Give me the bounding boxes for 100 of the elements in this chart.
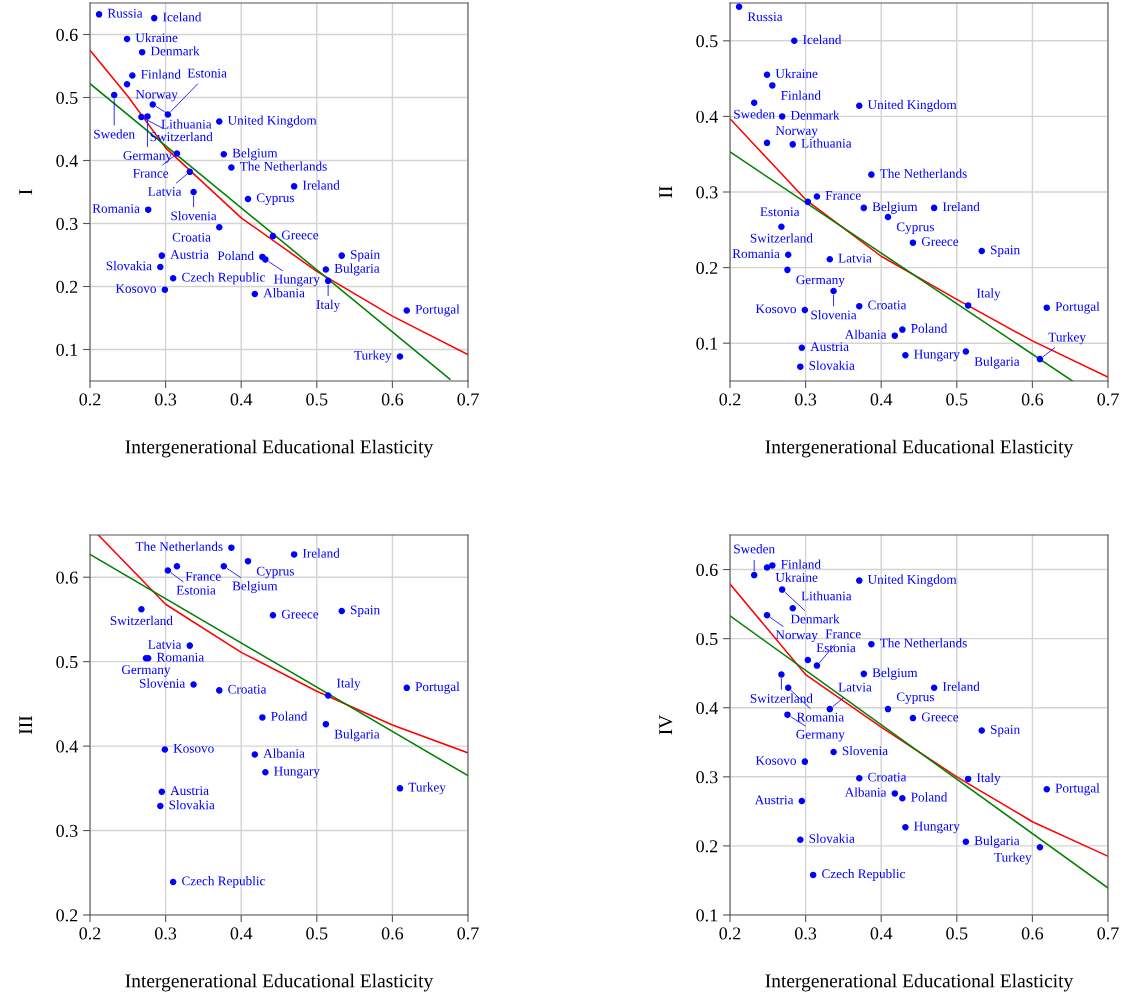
x-tick-label: 0.7 [457, 393, 479, 406]
annotation: Denmark [790, 614, 840, 624]
y-tick-label: 0.5 [696, 632, 718, 646]
x-tick-label: 0.5 [306, 393, 328, 406]
x-tick-label: 0.3 [155, 927, 177, 940]
annotation: Ukraine [135, 32, 178, 43]
annotation: Austria [810, 342, 849, 352]
annotation: The Netherlands [135, 541, 223, 551]
y-axis-title: III [19, 715, 33, 735]
x-tick-label: 0.3 [795, 927, 817, 940]
annotation: Lithuania [161, 119, 212, 129]
annotation: Ukraine [775, 572, 818, 582]
annotation: United Kingdom [227, 115, 317, 128]
x-axis-title: Intergenerational Educational Elasticity [765, 439, 1074, 458]
annotation: Belgium [232, 581, 278, 594]
annotation: Italy [316, 299, 341, 312]
annotation: The Netherlands [879, 168, 967, 178]
annotation: Ireland [942, 201, 980, 212]
annotation: Croatia [172, 232, 211, 242]
annotation: Italy [976, 288, 1001, 301]
annotation: Hungary [914, 821, 960, 834]
y-tick-label: 0.4 [56, 740, 78, 753]
annotation: Ukraine [775, 68, 818, 79]
annotation: Denmark [790, 110, 840, 120]
annotation: Turkey [354, 350, 392, 363]
y-tick-label: 0.3 [696, 186, 718, 199]
annotation: Lithuania [801, 591, 852, 601]
annotation: Cyprus [256, 566, 294, 579]
annotation: Slovenia [139, 678, 186, 688]
annotation: Ireland [302, 180, 340, 190]
annotation: Hungary [274, 274, 320, 287]
annotation: The Netherlands [239, 161, 327, 171]
annotation: France [185, 571, 221, 581]
x-axis-title: Intergenerational Educational Elasticity [765, 973, 1074, 992]
annotation: Hungary [274, 766, 320, 779]
x-tick-label: 0.5 [946, 393, 968, 406]
x-tick-label: 0.6 [381, 393, 404, 406]
annotation: Portugal [1055, 783, 1100, 796]
annotation: Norway [775, 126, 818, 138]
x-tick-label: 0.4 [230, 927, 253, 940]
annotation: Slovenia [811, 310, 857, 320]
x-tick-label: 0.6 [1021, 393, 1044, 406]
y-tick-label: 0.1 [696, 909, 718, 922]
annotation: Germany [796, 275, 845, 287]
y-tick-label: 0.5 [56, 655, 78, 669]
annotation: Norway [135, 89, 178, 102]
annotation: Kosovo [755, 304, 797, 314]
y-tick-label: 0.2 [56, 909, 78, 922]
x-tick-label: 0.2 [719, 393, 741, 406]
annotation: Latvia [148, 640, 182, 649]
annotation: Czech Republic [182, 876, 265, 889]
annotation: Lithuania [801, 138, 852, 148]
annotation: Slovenia [171, 211, 217, 221]
y-tick-label: 0.5 [696, 35, 718, 48]
y-tick-label: 0.1 [56, 343, 78, 357]
x-tick-label: 0.3 [795, 393, 817, 406]
x-tick-label: 0.6 [381, 927, 404, 940]
annotation: Germany [121, 665, 171, 677]
annotation: Ireland [942, 681, 980, 691]
annotation: Ireland [302, 548, 340, 558]
annotation: Kosovo [173, 744, 214, 753]
y-tick-label: 0.1 [696, 337, 718, 350]
y-tick-label: 0.2 [696, 261, 718, 275]
annotation: France [825, 629, 861, 639]
annotation: Albania [263, 748, 305, 758]
y-tick-label: 0.4 [696, 701, 718, 715]
annotation: Bulgaria [974, 835, 1020, 848]
annotation: Bulgaria [334, 729, 380, 742]
annotation: Spain [350, 605, 380, 617]
annotation: Latvia [838, 253, 872, 263]
annotation: Italy [976, 772, 1001, 785]
annotation: Iceland [163, 12, 202, 22]
y-tick-label: 0.6 [56, 571, 78, 584]
annotation: Russia [747, 12, 783, 22]
annotation: Finland [781, 90, 821, 100]
annotation: Norway [775, 630, 818, 642]
y-tick-label: 0.2 [56, 280, 78, 294]
annotation: Germany [796, 729, 845, 742]
annotation: Sweden [734, 109, 775, 119]
annotation: Albania [844, 787, 887, 797]
x-tick-label: 0.2 [79, 393, 101, 406]
y-axis-title: I [19, 189, 33, 195]
annotation: Bulgaria [334, 263, 380, 276]
x-tick-label: 0.7 [1097, 393, 1119, 406]
annotation: Turkey [994, 852, 1032, 865]
annotation: Germany [123, 151, 172, 163]
annotation: Estonia [760, 207, 800, 217]
annotation: Estonia [187, 68, 227, 78]
annotation: Portugal [1055, 301, 1100, 314]
annotation: France [133, 168, 169, 178]
y-tick-label: 0.2 [696, 840, 718, 853]
annotation: Turkey [1048, 332, 1086, 345]
annotation: Poland [911, 792, 948, 802]
annotation: Belgium [872, 201, 918, 214]
annotation: Spain [990, 724, 1020, 737]
annotation: The Netherlands [879, 638, 967, 648]
y-axis-title: IV [659, 714, 673, 735]
x-tick-label: 0.4 [870, 393, 893, 406]
annotation: Cyprus [896, 222, 934, 235]
annotation: Sweden [94, 129, 135, 139]
